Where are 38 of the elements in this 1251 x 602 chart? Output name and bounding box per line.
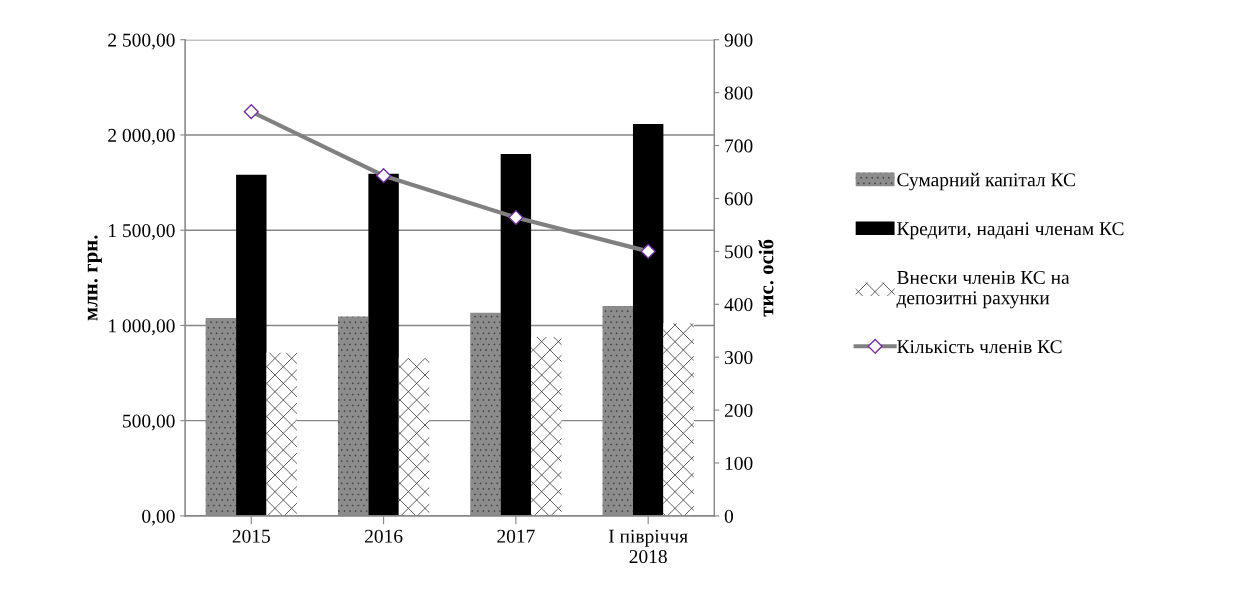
y2-axis-title: тис. осіб (758, 239, 774, 317)
bar (368, 173, 399, 516)
legend-label: Внески членів КС на депозитні рахунки (896, 270, 1070, 309)
bar (632, 124, 664, 516)
bar (531, 337, 562, 516)
y2-tick-label: 400 (724, 298, 753, 312)
y2-tick-label: 900 (724, 33, 753, 47)
y-tick-label: 1 000,00 (109, 319, 175, 336)
y2-tick-label: 100 (725, 456, 753, 470)
x-tick-label: 2017 (497, 529, 535, 543)
y-tick-label: 2 500,00 (108, 33, 175, 50)
bar (337, 316, 369, 516)
y-tick-label: 1 500,00 (109, 224, 175, 240)
bar (663, 323, 694, 516)
bar (205, 318, 237, 516)
y2-tick-label: 300 (724, 351, 753, 365)
y2-tick-label: 500 (725, 245, 753, 259)
bar (398, 358, 430, 516)
bar (500, 154, 532, 516)
y-tick-label: 2 000,00 (108, 128, 175, 145)
legend-label: Кредити, надані членам КС (897, 222, 1124, 240)
bar (266, 352, 297, 516)
y-axis-title: млн. грн. (87, 235, 102, 321)
legend-label: Сумарний капітал КС (897, 172, 1075, 191)
x-tick-label: І півріччя 2018 (608, 529, 688, 564)
y2-tick-label: 0 (724, 509, 734, 523)
y2-tick-label: 700 (725, 139, 753, 153)
x-tick-label: 2015 (232, 529, 270, 543)
y2-tick-label: 600 (724, 192, 753, 206)
y-tick-label: 0,00 (142, 509, 175, 526)
legend-label: Кількість членів КС (897, 340, 1062, 354)
y-tick-label: 500,00 (123, 414, 175, 431)
bar (236, 174, 267, 516)
x-tick-label: 2016 (365, 529, 403, 543)
bar (470, 312, 501, 516)
y2-tick-label: 200 (724, 403, 753, 418)
y2-tick-label: 800 (724, 86, 753, 100)
bar (602, 306, 633, 516)
